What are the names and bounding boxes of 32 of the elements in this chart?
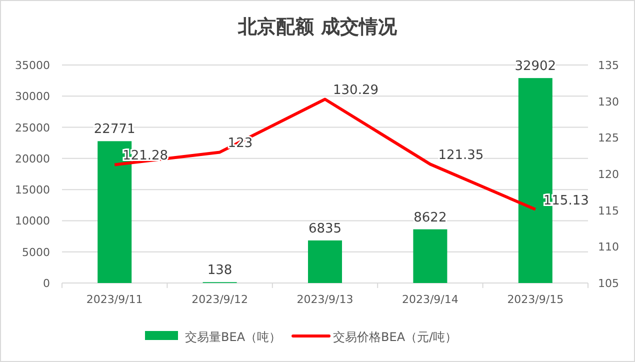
data-label: 6835 xyxy=(308,221,342,236)
y-tick-label: 15000 xyxy=(15,184,50,197)
data-label: 130.29 xyxy=(333,83,378,98)
y-tick-label: 35000 xyxy=(15,59,50,72)
y2-tick-label: 115 xyxy=(598,204,619,218)
y2-tick-label: 125 xyxy=(598,132,619,145)
x-tick-label: 2023/9/14 xyxy=(402,293,458,306)
x-tick-label: 2023/9/15 xyxy=(507,293,564,306)
y2-tick-label: 130 xyxy=(598,95,619,108)
data-label: 32902 xyxy=(514,59,556,74)
chart-title: 北京配额 成交情况 xyxy=(237,16,398,38)
x-tick-label: 2023/9/12 xyxy=(192,293,248,306)
legend-label: 交易价格BEA（元/吨） xyxy=(333,330,458,344)
y2-tick-label: 135 xyxy=(598,59,619,72)
y-tick-label: 0 xyxy=(43,277,50,290)
y2-tick-label: 105 xyxy=(598,277,619,290)
data-label: 138 xyxy=(207,263,232,278)
y2-tick-label: 110 xyxy=(598,240,619,254)
y-tick-label: 20000 xyxy=(15,152,50,166)
data-label: 121.35 xyxy=(438,148,484,164)
x-tick-label: 2023/9/11 xyxy=(86,293,143,306)
y2-tick-label: 120 xyxy=(598,168,619,181)
bar xyxy=(308,240,342,283)
bar xyxy=(413,229,448,283)
y-tick-label: 10000 xyxy=(15,214,50,228)
legend-label: 交易量BEA（吨） xyxy=(185,330,282,344)
y-tick-label: 25000 xyxy=(15,121,50,134)
x-tick-label: 2023/9/13 xyxy=(296,293,354,306)
data-label: 8622 xyxy=(414,210,447,226)
y-tick-label: 5000 xyxy=(22,246,50,259)
y-tick-label: 30000 xyxy=(15,90,50,104)
data-label: 22771 xyxy=(94,122,136,138)
